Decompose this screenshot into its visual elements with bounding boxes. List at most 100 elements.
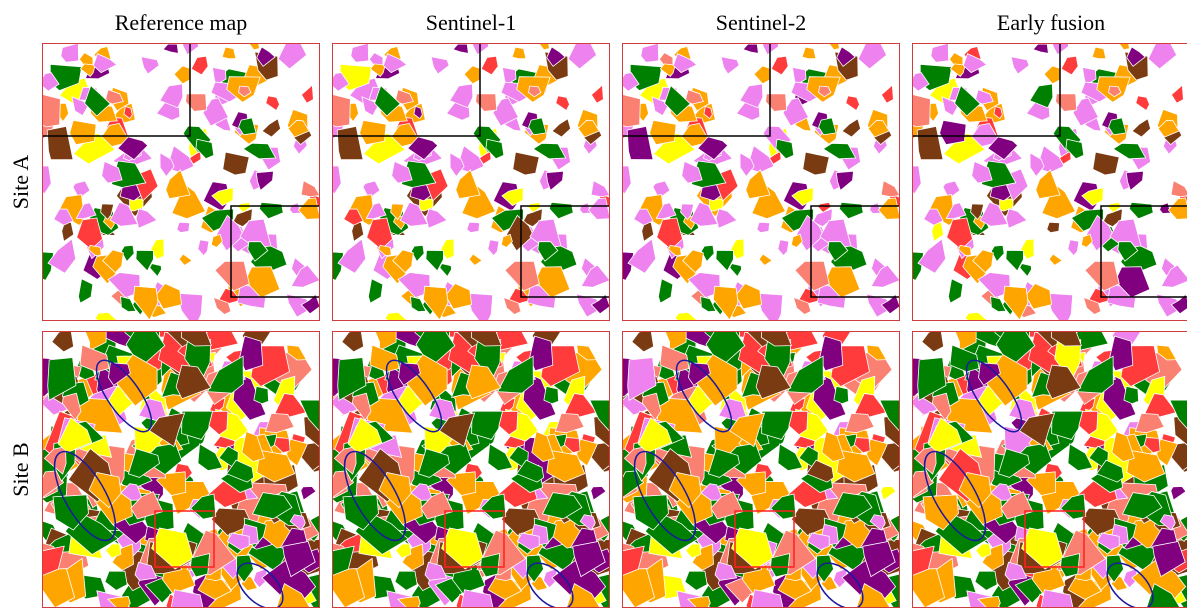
field	[664, 84, 691, 117]
field	[391, 160, 413, 184]
field	[1067, 443, 1094, 472]
field	[395, 543, 412, 559]
field	[576, 344, 597, 361]
field	[1060, 552, 1081, 578]
field	[210, 233, 223, 248]
field	[1091, 46, 1107, 60]
field	[148, 412, 186, 448]
field	[226, 459, 255, 483]
field	[931, 219, 945, 243]
highlight-ellipse	[343, 450, 407, 542]
field	[171, 183, 207, 220]
field	[79, 344, 110, 373]
field	[1108, 117, 1127, 136]
field	[993, 105, 1003, 120]
field	[276, 583, 311, 608]
field	[105, 543, 122, 559]
panel-border	[332, 43, 610, 321]
field	[1117, 241, 1139, 262]
field	[449, 83, 474, 109]
panel-border	[42, 43, 320, 321]
field	[384, 311, 409, 321]
field	[92, 53, 118, 74]
field	[589, 399, 610, 433]
highlight-ellipse	[53, 450, 117, 542]
field	[75, 202, 97, 220]
field	[739, 152, 755, 178]
field	[538, 43, 550, 51]
field	[970, 203, 985, 221]
field	[351, 392, 372, 421]
field	[337, 357, 367, 402]
highlight-ellipse	[923, 450, 987, 542]
field	[870, 264, 900, 288]
field	[1156, 344, 1177, 361]
field	[990, 483, 1014, 501]
highlight-ellipse	[965, 359, 1023, 433]
field	[53, 208, 74, 226]
field	[120, 244, 135, 263]
field	[485, 138, 505, 160]
field	[506, 214, 534, 252]
field	[382, 53, 408, 74]
field	[912, 165, 922, 195]
field	[867, 119, 890, 138]
field	[700, 295, 717, 313]
field	[770, 493, 797, 520]
field	[1050, 331, 1082, 347]
field	[500, 233, 513, 248]
field	[511, 46, 527, 60]
field	[277, 43, 308, 70]
field	[1020, 238, 1035, 260]
field	[916, 125, 944, 161]
field	[1032, 43, 1049, 54]
field	[755, 364, 792, 400]
field	[378, 244, 392, 257]
field	[1029, 83, 1054, 109]
field	[812, 208, 833, 228]
field	[365, 202, 387, 220]
field	[945, 202, 967, 220]
field	[865, 293, 894, 318]
panel-border	[912, 43, 1187, 321]
field	[866, 344, 887, 361]
field	[528, 85, 542, 98]
field	[641, 219, 655, 243]
field	[47, 238, 77, 274]
field	[879, 399, 900, 433]
field	[287, 119, 310, 138]
field	[775, 138, 795, 160]
field	[253, 385, 270, 405]
field	[480, 552, 501, 578]
field	[1004, 561, 1028, 581]
field	[927, 417, 963, 453]
field	[155, 283, 183, 310]
field	[975, 543, 992, 559]
field	[546, 46, 566, 67]
field	[487, 443, 514, 472]
field	[190, 55, 209, 76]
field	[1126, 449, 1166, 483]
field	[657, 278, 674, 304]
field	[226, 532, 250, 551]
field	[1041, 183, 1077, 220]
field	[239, 335, 264, 372]
field	[1005, 249, 1024, 272]
highlight-ellipse	[816, 562, 864, 608]
field	[1048, 253, 1063, 266]
field	[290, 264, 320, 288]
field	[256, 449, 296, 483]
field	[504, 260, 540, 292]
field	[501, 187, 524, 207]
field	[1010, 56, 1030, 75]
field	[289, 514, 306, 531]
field	[221, 46, 237, 60]
field	[332, 568, 366, 608]
field	[777, 443, 804, 472]
field	[190, 493, 217, 520]
map-panel	[912, 331, 1187, 608]
field	[1018, 412, 1056, 448]
field	[739, 83, 764, 109]
field	[835, 170, 854, 192]
field	[1076, 355, 1114, 394]
